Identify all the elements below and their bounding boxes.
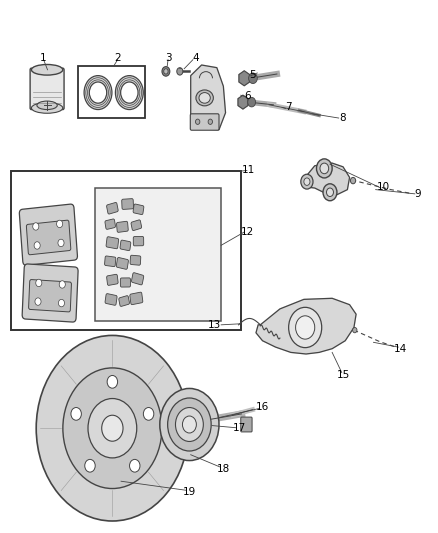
Text: 16: 16 xyxy=(256,402,269,412)
Text: 9: 9 xyxy=(415,189,421,199)
Ellipse shape xyxy=(32,103,63,114)
FancyBboxPatch shape xyxy=(122,199,134,209)
FancyBboxPatch shape xyxy=(131,273,144,285)
Circle shape xyxy=(57,220,63,228)
Ellipse shape xyxy=(37,101,57,110)
Circle shape xyxy=(58,300,64,307)
Circle shape xyxy=(85,459,95,472)
Text: 14: 14 xyxy=(394,344,407,354)
FancyBboxPatch shape xyxy=(117,257,128,269)
Circle shape xyxy=(116,76,143,110)
Text: 4: 4 xyxy=(193,53,199,63)
Circle shape xyxy=(107,375,117,388)
Ellipse shape xyxy=(196,90,213,106)
FancyBboxPatch shape xyxy=(26,220,71,255)
Text: 13: 13 xyxy=(208,320,221,330)
Circle shape xyxy=(120,82,138,103)
Circle shape xyxy=(35,298,41,305)
Circle shape xyxy=(183,416,196,433)
Bar xyxy=(78,66,145,118)
Circle shape xyxy=(84,76,112,110)
Circle shape xyxy=(296,316,315,339)
Circle shape xyxy=(326,188,333,197)
Circle shape xyxy=(58,239,64,247)
Bar xyxy=(95,188,221,320)
Polygon shape xyxy=(238,95,248,109)
FancyBboxPatch shape xyxy=(130,255,141,265)
Circle shape xyxy=(320,163,328,174)
Circle shape xyxy=(143,408,154,420)
Text: 7: 7 xyxy=(285,102,292,112)
Text: 11: 11 xyxy=(241,165,255,175)
Text: 12: 12 xyxy=(240,227,254,237)
Circle shape xyxy=(164,69,168,74)
Text: 5: 5 xyxy=(249,70,256,79)
Polygon shape xyxy=(239,71,250,86)
FancyBboxPatch shape xyxy=(30,68,64,110)
Text: 17: 17 xyxy=(233,423,246,433)
Circle shape xyxy=(102,415,123,441)
Circle shape xyxy=(304,178,310,185)
Circle shape xyxy=(317,159,332,178)
Circle shape xyxy=(248,98,255,107)
FancyBboxPatch shape xyxy=(131,220,141,231)
Circle shape xyxy=(301,174,313,189)
FancyBboxPatch shape xyxy=(119,296,130,306)
Circle shape xyxy=(350,177,356,184)
FancyBboxPatch shape xyxy=(19,204,78,265)
Text: 10: 10 xyxy=(377,182,390,192)
Ellipse shape xyxy=(199,93,210,103)
Text: 1: 1 xyxy=(40,53,47,63)
Circle shape xyxy=(208,119,212,124)
Text: 19: 19 xyxy=(183,487,196,497)
Polygon shape xyxy=(191,65,226,130)
FancyBboxPatch shape xyxy=(117,221,128,232)
Circle shape xyxy=(289,308,322,348)
Bar xyxy=(11,171,241,330)
Circle shape xyxy=(36,279,42,287)
FancyBboxPatch shape xyxy=(190,114,219,130)
Circle shape xyxy=(195,119,200,124)
Circle shape xyxy=(168,398,211,451)
Circle shape xyxy=(176,408,203,441)
Circle shape xyxy=(88,399,137,458)
Text: 2: 2 xyxy=(114,53,121,63)
Circle shape xyxy=(323,184,337,201)
Circle shape xyxy=(34,242,40,249)
Circle shape xyxy=(59,281,65,288)
Circle shape xyxy=(36,335,188,521)
Ellipse shape xyxy=(32,64,63,75)
Text: 15: 15 xyxy=(337,370,350,379)
FancyBboxPatch shape xyxy=(120,240,131,251)
Text: 3: 3 xyxy=(165,53,171,63)
FancyBboxPatch shape xyxy=(105,256,116,266)
Circle shape xyxy=(162,67,170,76)
Circle shape xyxy=(130,459,140,472)
FancyBboxPatch shape xyxy=(105,219,116,229)
Text: 6: 6 xyxy=(244,91,251,101)
FancyBboxPatch shape xyxy=(22,264,78,322)
Text: 8: 8 xyxy=(339,112,346,123)
Circle shape xyxy=(177,68,183,75)
FancyBboxPatch shape xyxy=(106,203,118,214)
FancyBboxPatch shape xyxy=(241,417,252,432)
Polygon shape xyxy=(306,163,350,195)
FancyBboxPatch shape xyxy=(120,278,131,287)
FancyBboxPatch shape xyxy=(106,274,118,285)
Polygon shape xyxy=(256,298,356,354)
Circle shape xyxy=(63,368,162,489)
Circle shape xyxy=(89,82,107,103)
FancyBboxPatch shape xyxy=(133,204,144,215)
Circle shape xyxy=(160,389,219,461)
Circle shape xyxy=(71,408,81,420)
Circle shape xyxy=(353,327,357,333)
Circle shape xyxy=(249,73,257,84)
FancyBboxPatch shape xyxy=(133,237,144,246)
Text: 18: 18 xyxy=(217,464,230,474)
FancyBboxPatch shape xyxy=(28,280,71,312)
FancyBboxPatch shape xyxy=(105,294,117,305)
Circle shape xyxy=(33,223,39,230)
FancyBboxPatch shape xyxy=(130,292,143,305)
FancyBboxPatch shape xyxy=(106,237,119,249)
